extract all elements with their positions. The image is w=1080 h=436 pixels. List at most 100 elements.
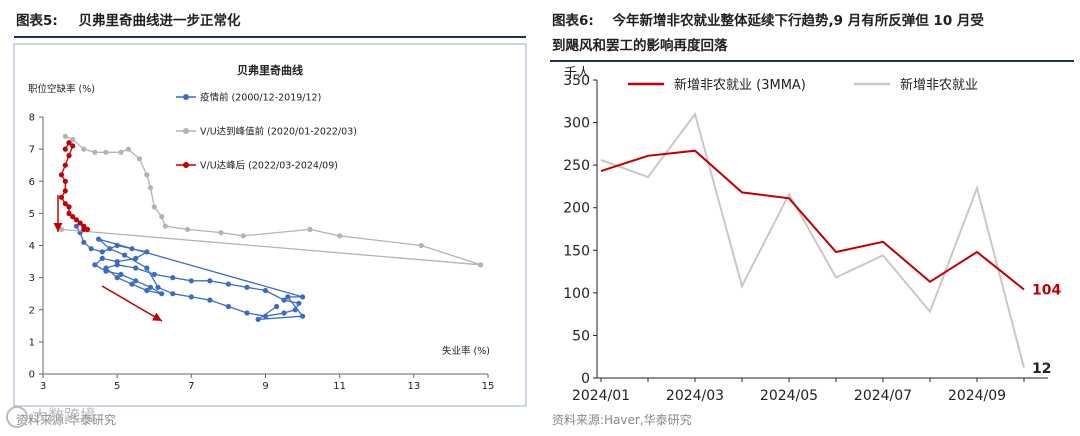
data-point <box>70 143 76 149</box>
x-axis-label: 失业率 (%) <box>442 345 490 357</box>
data-point <box>188 294 194 300</box>
y-tick-label: 100 <box>563 286 590 302</box>
left-figure-caption: 贝弗里奇曲线进一步正常化 <box>78 13 241 29</box>
legend-marker <box>183 94 189 100</box>
data-point <box>159 214 165 220</box>
data-point <box>62 201 68 207</box>
data-point <box>133 265 139 271</box>
y-tick-label: 200 <box>563 201 590 217</box>
data-point <box>185 226 191 232</box>
data-point <box>151 271 157 277</box>
series-line-1 <box>600 111 1025 369</box>
watermark-logo-icon <box>6 405 28 428</box>
right-figure-caption: 今年新增非农就业整体延续下行趋势,9 月有所反弹但 10 月受 <box>612 13 984 29</box>
watermark-text: 大数跨境 <box>32 406 97 425</box>
data-point <box>92 262 98 268</box>
data-point <box>136 156 142 162</box>
x-tick-label: 2024/09 <box>948 388 1006 404</box>
x-tick-label: 5 <box>114 381 120 392</box>
right-title-rule <box>550 60 1074 62</box>
data-point <box>262 313 269 319</box>
y-tick-label: 7 <box>29 145 35 156</box>
data-point <box>162 223 168 229</box>
data-point <box>159 291 165 297</box>
data-point <box>73 223 79 229</box>
data-point <box>96 236 102 242</box>
series-line-1 <box>61 135 481 266</box>
data-point <box>133 255 139 261</box>
data-point <box>207 297 213 303</box>
chart-frame <box>13 43 527 407</box>
left-title-rule <box>14 36 526 38</box>
data-point <box>144 265 150 271</box>
data-point <box>103 265 109 271</box>
y-tick-label: 0 <box>29 370 35 381</box>
data-point <box>88 246 94 252</box>
y-tick-label: 350 <box>563 73 590 89</box>
data-point <box>262 287 269 294</box>
y-tick-label: 6 <box>29 177 35 188</box>
legend-label: V/U达峰后 (2022/03-2024/09) <box>200 160 338 172</box>
legend-marker <box>183 162 189 168</box>
series-layer <box>58 133 484 322</box>
right-figure-title-line1: 图表6: 今年新增非农就业整体延续下行趋势,9 月有所反弹但 10 月受 <box>552 9 984 29</box>
data-point <box>207 278 213 284</box>
data-point <box>255 316 261 322</box>
y-tick-label: 250 <box>563 158 590 174</box>
data-point <box>99 249 105 255</box>
data-point <box>151 204 157 210</box>
axes: 0 50 100 150 200 250 300 350 2024/01 2024/03 2024/… <box>563 73 1048 404</box>
data-point <box>58 226 65 232</box>
y-tick-label: 8 <box>29 113 35 124</box>
x-tick-label: 15 <box>482 381 495 392</box>
x-tick-label: 3 <box>40 381 46 392</box>
axes: 3 5 7 9 11 13 15 0 1 2 3 4 5 6 7 8 <box>29 113 495 393</box>
data-point <box>77 220 83 226</box>
data-point <box>274 303 280 310</box>
right-figure-title-line2: 到飓风和罢工的影响再度回落 <box>552 38 728 54</box>
y-tick-label: 2 <box>29 305 35 316</box>
data-point <box>244 284 250 290</box>
data-point <box>337 233 343 239</box>
legend-marker <box>183 128 189 134</box>
data-point <box>292 307 298 313</box>
data-point <box>73 217 79 223</box>
data-point <box>418 242 424 249</box>
legend-label: 疫情前 (2000/12-2019/12) <box>200 92 321 104</box>
nonfarm-payroll-chart: 千人 0 50 100 150 200 250 300 350 2024/01 2024/03 20… <box>563 66 1061 404</box>
data-point <box>125 146 131 152</box>
data-point <box>81 146 87 152</box>
data-point <box>122 252 128 258</box>
data-point <box>118 149 124 155</box>
y-tick-label: 0 <box>581 371 590 387</box>
series-line-0 <box>600 149 1025 291</box>
left-figure-panel: 图表5: 贝弗里奇曲线进一步正常化 贝弗里奇曲线 职位空缺率 (%) 失业率 (… <box>0 0 530 436</box>
data-point <box>129 281 135 287</box>
data-point <box>107 246 113 252</box>
data-point <box>240 233 246 239</box>
data-point <box>62 178 68 184</box>
data-point <box>114 262 120 268</box>
data-point <box>281 297 287 303</box>
x-tick-label: 9 <box>262 381 268 392</box>
data-point <box>62 188 68 194</box>
data-point <box>155 284 161 290</box>
data-point <box>300 313 306 319</box>
data-point <box>170 291 176 297</box>
legend: 新增非农就业 (3MMA) 新增非农就业 <box>628 77 978 93</box>
watermark: 大数跨境 <box>6 402 96 428</box>
data-point <box>225 281 231 287</box>
data-point <box>81 226 87 232</box>
data-point <box>66 153 72 159</box>
y-tick-label: 50 <box>572 328 590 344</box>
data-point <box>129 246 135 252</box>
data-point <box>92 149 98 155</box>
data-point <box>300 294 306 300</box>
data-point <box>66 210 72 216</box>
series-line-0 <box>75 225 304 321</box>
right-source: 资料来源:Haver,华泰研究 <box>552 413 692 427</box>
data-point <box>70 136 76 143</box>
data-point <box>218 230 224 236</box>
data-point <box>147 284 154 290</box>
y-tick-label: 3 <box>29 273 35 284</box>
